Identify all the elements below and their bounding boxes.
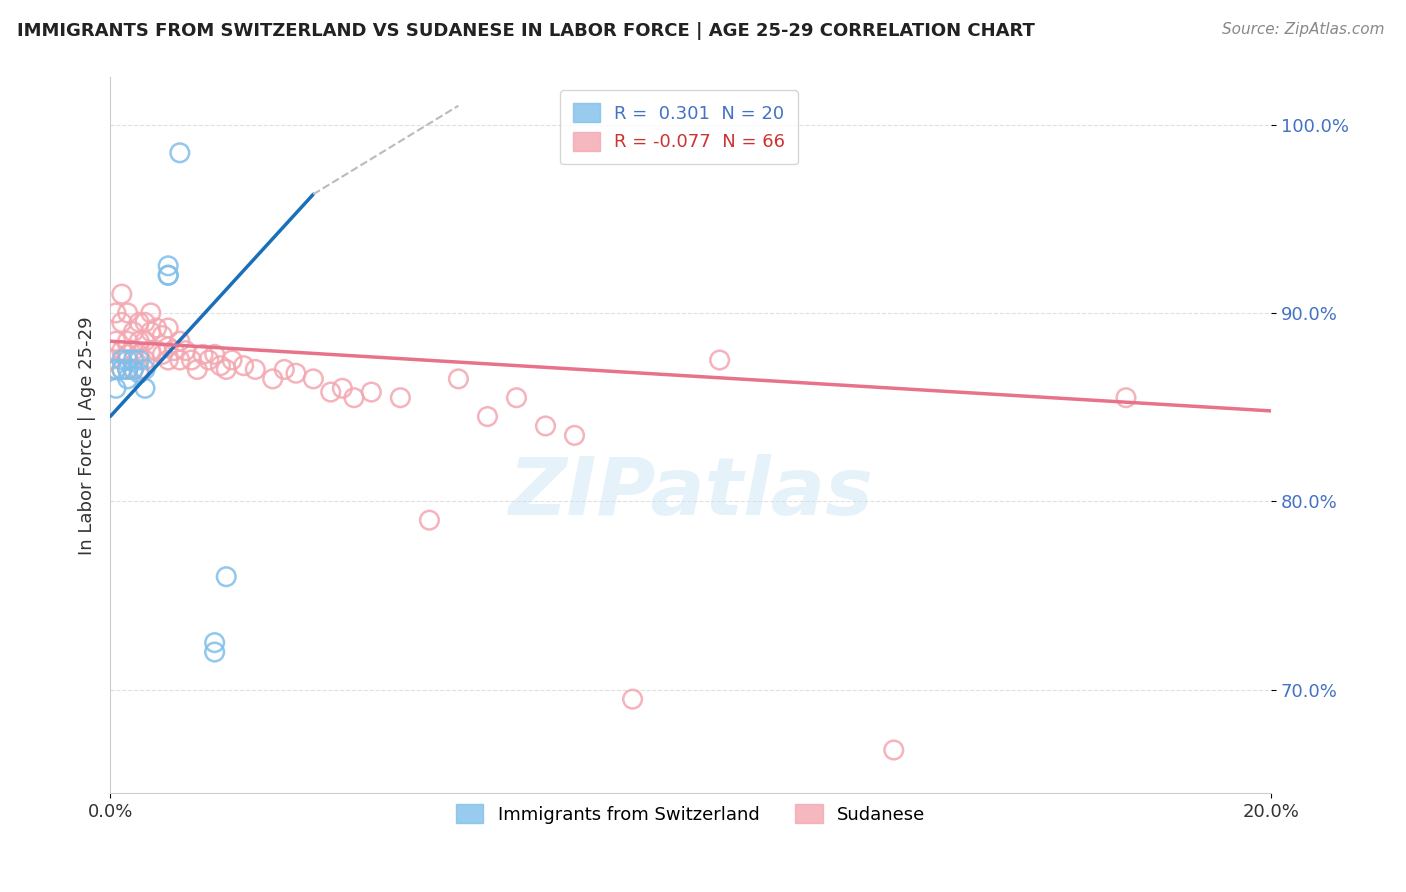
Point: [180, 353, 202, 368]
Point: [128, 362, 150, 376]
Point: [215, 362, 238, 376]
Point: [152, 328, 174, 343]
Point: [128, 353, 150, 368]
Point: [360, 385, 382, 400]
Point: [191, 347, 214, 361]
Point: [389, 391, 412, 405]
Point: [262, 372, 284, 386]
Point: [117, 347, 139, 361]
Point: [198, 353, 221, 368]
Point: [104, 334, 127, 349]
Point: [128, 366, 150, 380]
Point: [128, 315, 150, 329]
Point: [284, 366, 307, 380]
Point: [1115, 391, 1137, 405]
Point: [111, 362, 134, 376]
Point: [145, 321, 167, 335]
Point: [174, 343, 197, 358]
Point: [122, 343, 145, 358]
Point: [111, 315, 134, 329]
Point: [117, 306, 139, 320]
Point: [564, 428, 586, 442]
Point: [169, 334, 191, 349]
Point: [139, 306, 162, 320]
Point: [117, 372, 139, 386]
Point: [117, 362, 139, 376]
Point: [621, 692, 644, 706]
Point: [134, 362, 156, 376]
Point: [169, 145, 191, 160]
Point: [204, 635, 226, 649]
Point: [128, 334, 150, 349]
Point: [883, 743, 905, 757]
Point: [145, 343, 167, 358]
Text: ZIPatlas: ZIPatlas: [508, 454, 873, 532]
Point: [302, 372, 325, 386]
Point: [139, 343, 162, 358]
Point: [134, 315, 156, 329]
Point: [122, 325, 145, 339]
Point: [319, 385, 342, 400]
Point: [117, 362, 139, 376]
Point: [477, 409, 499, 424]
Point: [157, 259, 180, 273]
Point: [122, 362, 145, 376]
Text: Source: ZipAtlas.com: Source: ZipAtlas.com: [1222, 22, 1385, 37]
Point: [447, 372, 470, 386]
Point: [157, 268, 180, 283]
Point: [152, 347, 174, 361]
Point: [117, 334, 139, 349]
Point: [204, 645, 226, 659]
Text: IMMIGRANTS FROM SWITZERLAND VS SUDANESE IN LABOR FORCE | AGE 25-29 CORRELATION C: IMMIGRANTS FROM SWITZERLAND VS SUDANESE …: [17, 22, 1035, 40]
Point: [157, 340, 180, 354]
Point: [104, 306, 127, 320]
Y-axis label: In Labor Force | Age 25-29: In Labor Force | Age 25-29: [79, 316, 96, 555]
Point: [134, 334, 156, 349]
Point: [232, 359, 254, 373]
Point: [245, 362, 267, 376]
Point: [157, 268, 180, 283]
Point: [122, 362, 145, 376]
Point: [343, 391, 366, 405]
Point: [104, 381, 127, 395]
Point: [122, 353, 145, 368]
Point: [104, 362, 127, 376]
Point: [163, 343, 186, 358]
Point: [104, 362, 127, 376]
Point: [534, 419, 557, 434]
Point: [111, 353, 134, 368]
Point: [169, 353, 191, 368]
Point: [111, 362, 134, 376]
Point: [139, 325, 162, 339]
Point: [128, 347, 150, 361]
Point: [273, 362, 295, 376]
Point: [505, 391, 527, 405]
Point: [221, 353, 243, 368]
Legend: Immigrants from Switzerland, Sudanese: Immigrants from Switzerland, Sudanese: [446, 793, 936, 834]
Point: [418, 513, 440, 527]
Point: [186, 362, 208, 376]
Point: [111, 287, 134, 301]
Point: [98, 353, 121, 368]
Point: [204, 347, 226, 361]
Point: [709, 353, 731, 368]
Point: [157, 353, 180, 368]
Point: [98, 343, 121, 358]
Point: [215, 570, 238, 584]
Point: [157, 321, 180, 335]
Point: [330, 381, 353, 395]
Point: [134, 381, 156, 395]
Point: [209, 359, 232, 373]
Point: [134, 353, 156, 368]
Point: [117, 353, 139, 368]
Point: [111, 343, 134, 358]
